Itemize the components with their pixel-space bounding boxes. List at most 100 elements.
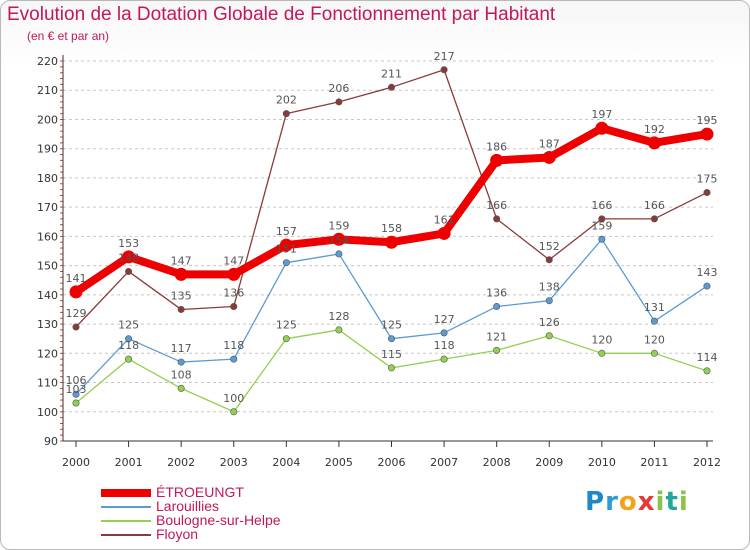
data-label: 114 — [697, 351, 718, 364]
x-tick-label: 2008 — [483, 456, 511, 469]
series-floyon — [72, 66, 711, 331]
x-tick-label: 2007 — [430, 456, 458, 469]
x-tick-label: 2001 — [115, 456, 143, 469]
y-tick-label: 170 — [37, 201, 58, 214]
data-label: 136 — [223, 287, 244, 300]
legend-swatch — [101, 520, 151, 522]
data-label: 141 — [66, 272, 87, 285]
legend: ÉTROEUNGT Larouillies Boulogne-sur-Helpe Fl… — [101, 484, 361, 542]
series-boulogne-sur-helpe — [72, 326, 711, 416]
legend-label: Larouillies — [156, 498, 220, 514]
y-axis-ticks: 90 100 110 120 130 140 150 160 170 180 190 200 210 22… — [37, 55, 58, 448]
data-point — [282, 110, 290, 118]
brand-letter: r — [605, 487, 619, 517]
data-label: 127 — [434, 313, 455, 326]
x-tick-label: 2002 — [167, 456, 195, 469]
data-point — [598, 349, 606, 357]
data-point — [650, 215, 658, 223]
data-point — [647, 136, 661, 150]
data-label: 106 — [66, 374, 87, 387]
data-point — [387, 335, 395, 343]
data-point — [385, 235, 398, 249]
legend-swatch — [101, 506, 151, 508]
data-label: 143 — [697, 266, 718, 279]
data-point — [72, 323, 80, 331]
data-label: 108 — [171, 368, 192, 381]
data-label: 206 — [328, 82, 349, 95]
data-point — [69, 285, 83, 299]
data-point — [332, 232, 346, 246]
legend-label: ÉTROEUNGT — [156, 484, 244, 500]
data-point — [440, 355, 448, 363]
x-tick-label: 2009 — [535, 456, 563, 469]
y-tick-label: 220 — [37, 55, 58, 68]
x-tick-label: 2003 — [220, 456, 248, 469]
data-point — [335, 98, 343, 106]
data-label: 166 — [591, 199, 612, 212]
brand-letter: i — [678, 487, 689, 517]
data-label: 147 — [171, 254, 192, 267]
data-label: 186 — [486, 140, 507, 153]
data-label: 120 — [591, 333, 612, 346]
data-point — [72, 399, 80, 407]
data-point — [177, 384, 185, 392]
data-point — [595, 121, 609, 135]
brand-letter: t — [665, 487, 679, 517]
y-tick-label: 100 — [37, 406, 58, 419]
data-label: 166 — [486, 199, 507, 212]
y-tick-label: 120 — [37, 347, 58, 360]
data-label: 166 — [644, 199, 665, 212]
data-point — [282, 335, 290, 343]
data-label: 129 — [66, 307, 87, 320]
data-point — [650, 317, 658, 325]
data-label: 125 — [381, 319, 402, 332]
data-labels: 106 125 117 118 151 154 125 127 136 138 159 131 143 1… — [66, 50, 718, 405]
chart-subtitle: (en € et par an) — [27, 29, 110, 43]
x-tick-label: 2004 — [272, 456, 300, 469]
data-point — [230, 355, 238, 363]
x-tick-label: 2010 — [588, 456, 616, 469]
data-point — [700, 127, 714, 141]
data-label: 159 — [591, 219, 612, 232]
chart-title: Evolution de la Dotation Globale de Fonc… — [7, 4, 556, 25]
data-label: 121 — [486, 330, 507, 343]
data-point — [279, 238, 293, 252]
data-point — [335, 250, 343, 258]
data-label: 175 — [697, 173, 718, 186]
y-tick-label: 190 — [37, 143, 58, 156]
axes — [60, 55, 713, 447]
series-layer — [69, 66, 714, 416]
data-point — [440, 66, 448, 74]
data-label: 151 — [276, 243, 297, 256]
data-label: 125 — [276, 319, 297, 332]
data-point — [72, 390, 80, 398]
legend-swatch — [101, 489, 151, 497]
y-tick-label: 130 — [37, 318, 58, 331]
legend-item: Floyon — [101, 526, 361, 542]
data-label: 187 — [539, 137, 560, 150]
y-tick-label: 140 — [37, 289, 58, 302]
data-point — [545, 332, 553, 340]
data-label: 126 — [539, 316, 560, 329]
x-axis-ticks: 2000 2001 2002 2003 2004 2005 2006 2007 2008 2009… — [62, 456, 721, 469]
data-label: 103 — [66, 383, 87, 396]
data-label: 153 — [118, 237, 139, 250]
data-label: 115 — [381, 348, 402, 361]
data-point — [703, 282, 711, 290]
data-point — [440, 329, 448, 337]
data-label: 197 — [591, 108, 612, 121]
legend-item: Boulogne-sur-Helpe — [101, 512, 361, 528]
brand-letter: i — [655, 487, 666, 517]
data-point — [703, 189, 711, 197]
data-label: 158 — [381, 222, 402, 235]
data-point — [490, 153, 504, 167]
data-label: 131 — [644, 301, 665, 314]
y-tick-label: 150 — [37, 260, 58, 273]
data-label: 152 — [539, 240, 560, 253]
data-point — [335, 326, 343, 334]
brand-letter: P — [585, 487, 606, 517]
data-point — [437, 226, 451, 240]
data-label: 161 — [434, 213, 455, 226]
y-tick-label: 200 — [37, 113, 58, 126]
y-tick-label: 90 — [44, 435, 58, 448]
